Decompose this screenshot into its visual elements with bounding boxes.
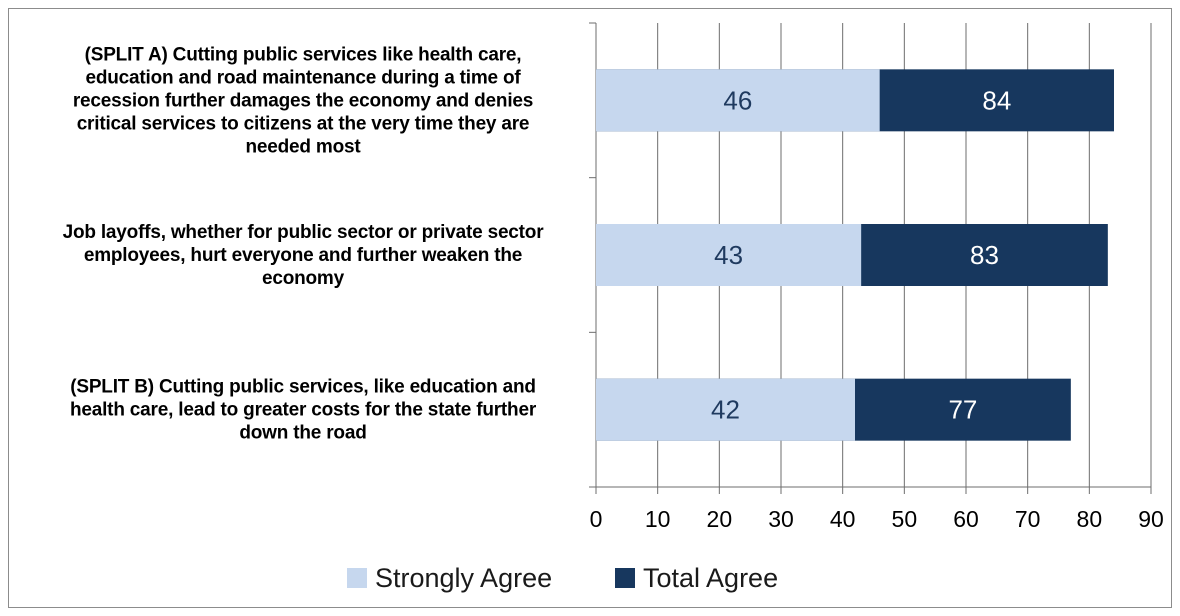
category-label-line: down the road — [239, 423, 366, 444]
bar-strongly-agree-2 — [596, 378, 855, 441]
x-tick-label-0: 0 — [590, 506, 603, 532]
x-tick-label-10: 10 — [645, 506, 671, 532]
legend-label-0: Strongly Agree — [375, 563, 552, 593]
x-tick-label-80: 80 — [1077, 506, 1103, 532]
x-tick-label-90: 90 — [1138, 506, 1164, 532]
x-tick-label-40: 40 — [830, 506, 856, 532]
data-label-total-agree-1: 83 — [970, 240, 999, 270]
category-label-line: economy — [262, 268, 345, 289]
legend-swatch-1 — [615, 568, 635, 588]
category-label-line: critical services to citizens at the ver… — [77, 113, 530, 134]
legend-swatch-0 — [347, 568, 367, 588]
x-tick-label-60: 60 — [953, 506, 979, 532]
bar-chart: 0 10 20 30 40 50 60 70 80 90 46 84 (SPLIT A) Cutting… — [63, 22, 1164, 593]
category-label-line: recession further damages the economy an… — [73, 90, 533, 111]
bar-strongly-agree-1 — [596, 224, 862, 286]
x-tick-label-30: 30 — [768, 506, 794, 532]
category-label-line: (SPLIT B) Cutting public services, like … — [70, 377, 536, 398]
category-label-line: education and road maintenance during a … — [85, 67, 521, 88]
category-label-line: health care, lead to greater costs for t… — [70, 400, 537, 421]
bar-strongly-agree-0 — [596, 69, 880, 132]
data-label-strongly-agree-1: 43 — [714, 240, 743, 270]
data-label-total-agree-2: 77 — [948, 395, 977, 425]
category-label-1: Job layoffs, whether for public sector o… — [63, 222, 545, 289]
data-label-strongly-agree-2: 42 — [711, 395, 740, 425]
category-label-line: needed most — [246, 136, 362, 157]
data-label-total-agree-0: 84 — [982, 85, 1011, 115]
x-tick-label-70: 70 — [1015, 506, 1041, 532]
category-label-line: Job layoffs, whether for public sector o… — [63, 222, 545, 243]
category-label-line: employees, hurt everyone and further wea… — [84, 245, 522, 266]
chart-frame: 0 10 20 30 40 50 60 70 80 90 46 84 (SPLIT A) Cutting… — [8, 8, 1172, 608]
category-label-0: (SPLIT A) Cutting public services like h… — [73, 44, 533, 157]
data-label-strongly-agree-0: 46 — [723, 85, 752, 115]
legend-label-1: Total Agree — [643, 563, 778, 593]
x-tick-label-50: 50 — [892, 506, 918, 532]
x-tick-label-20: 20 — [707, 506, 733, 532]
category-label-line: (SPLIT A) Cutting public services like h… — [85, 44, 522, 65]
category-label-2: (SPLIT B) Cutting public services, like … — [70, 377, 537, 444]
